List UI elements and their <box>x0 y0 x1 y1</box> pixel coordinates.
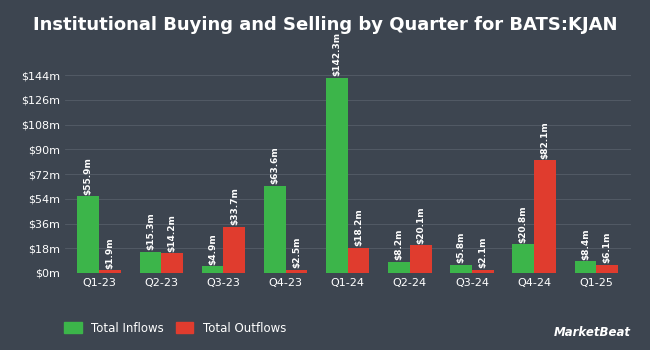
Bar <box>534 160 556 273</box>
Bar <box>575 261 596 273</box>
Text: $18.2m: $18.2m <box>354 209 363 246</box>
Bar <box>77 196 99 273</box>
Bar <box>596 265 618 273</box>
Text: $142.3m: $142.3m <box>332 32 341 76</box>
Text: $20.8m: $20.8m <box>519 205 528 243</box>
Bar <box>472 270 494 273</box>
Text: $63.6m: $63.6m <box>270 146 280 184</box>
Bar <box>326 78 348 273</box>
Text: $20.1m: $20.1m <box>416 206 425 244</box>
Bar <box>99 271 121 273</box>
Bar <box>410 245 432 273</box>
Text: $2.1m: $2.1m <box>478 237 488 268</box>
Legend: Total Inflows, Total Outflows: Total Inflows, Total Outflows <box>58 316 292 341</box>
Bar <box>202 266 224 273</box>
Bar <box>512 244 534 273</box>
Text: Institutional Buying and Selling by Quarter for BATS:KJAN: Institutional Buying and Selling by Quar… <box>32 16 617 34</box>
Bar <box>264 186 285 273</box>
Text: $15.3m: $15.3m <box>146 212 155 250</box>
Text: $33.7m: $33.7m <box>230 187 239 225</box>
Bar <box>348 248 369 273</box>
Bar <box>161 253 183 273</box>
Text: MarketBeat: MarketBeat <box>554 327 630 340</box>
Text: $6.1m: $6.1m <box>603 231 612 263</box>
Text: $14.2m: $14.2m <box>168 214 177 252</box>
Text: $1.9m: $1.9m <box>105 237 114 269</box>
Bar <box>388 262 410 273</box>
Text: $8.4m: $8.4m <box>581 228 590 260</box>
Text: $55.9m: $55.9m <box>84 157 93 195</box>
Text: $82.1m: $82.1m <box>541 121 549 159</box>
Text: $8.2m: $8.2m <box>395 229 404 260</box>
Text: $4.9m: $4.9m <box>208 233 217 265</box>
Bar <box>450 265 472 273</box>
Text: $5.8m: $5.8m <box>457 232 465 264</box>
Text: $2.5m: $2.5m <box>292 236 301 268</box>
Bar <box>285 270 307 273</box>
Bar <box>140 252 161 273</box>
Bar <box>224 227 245 273</box>
